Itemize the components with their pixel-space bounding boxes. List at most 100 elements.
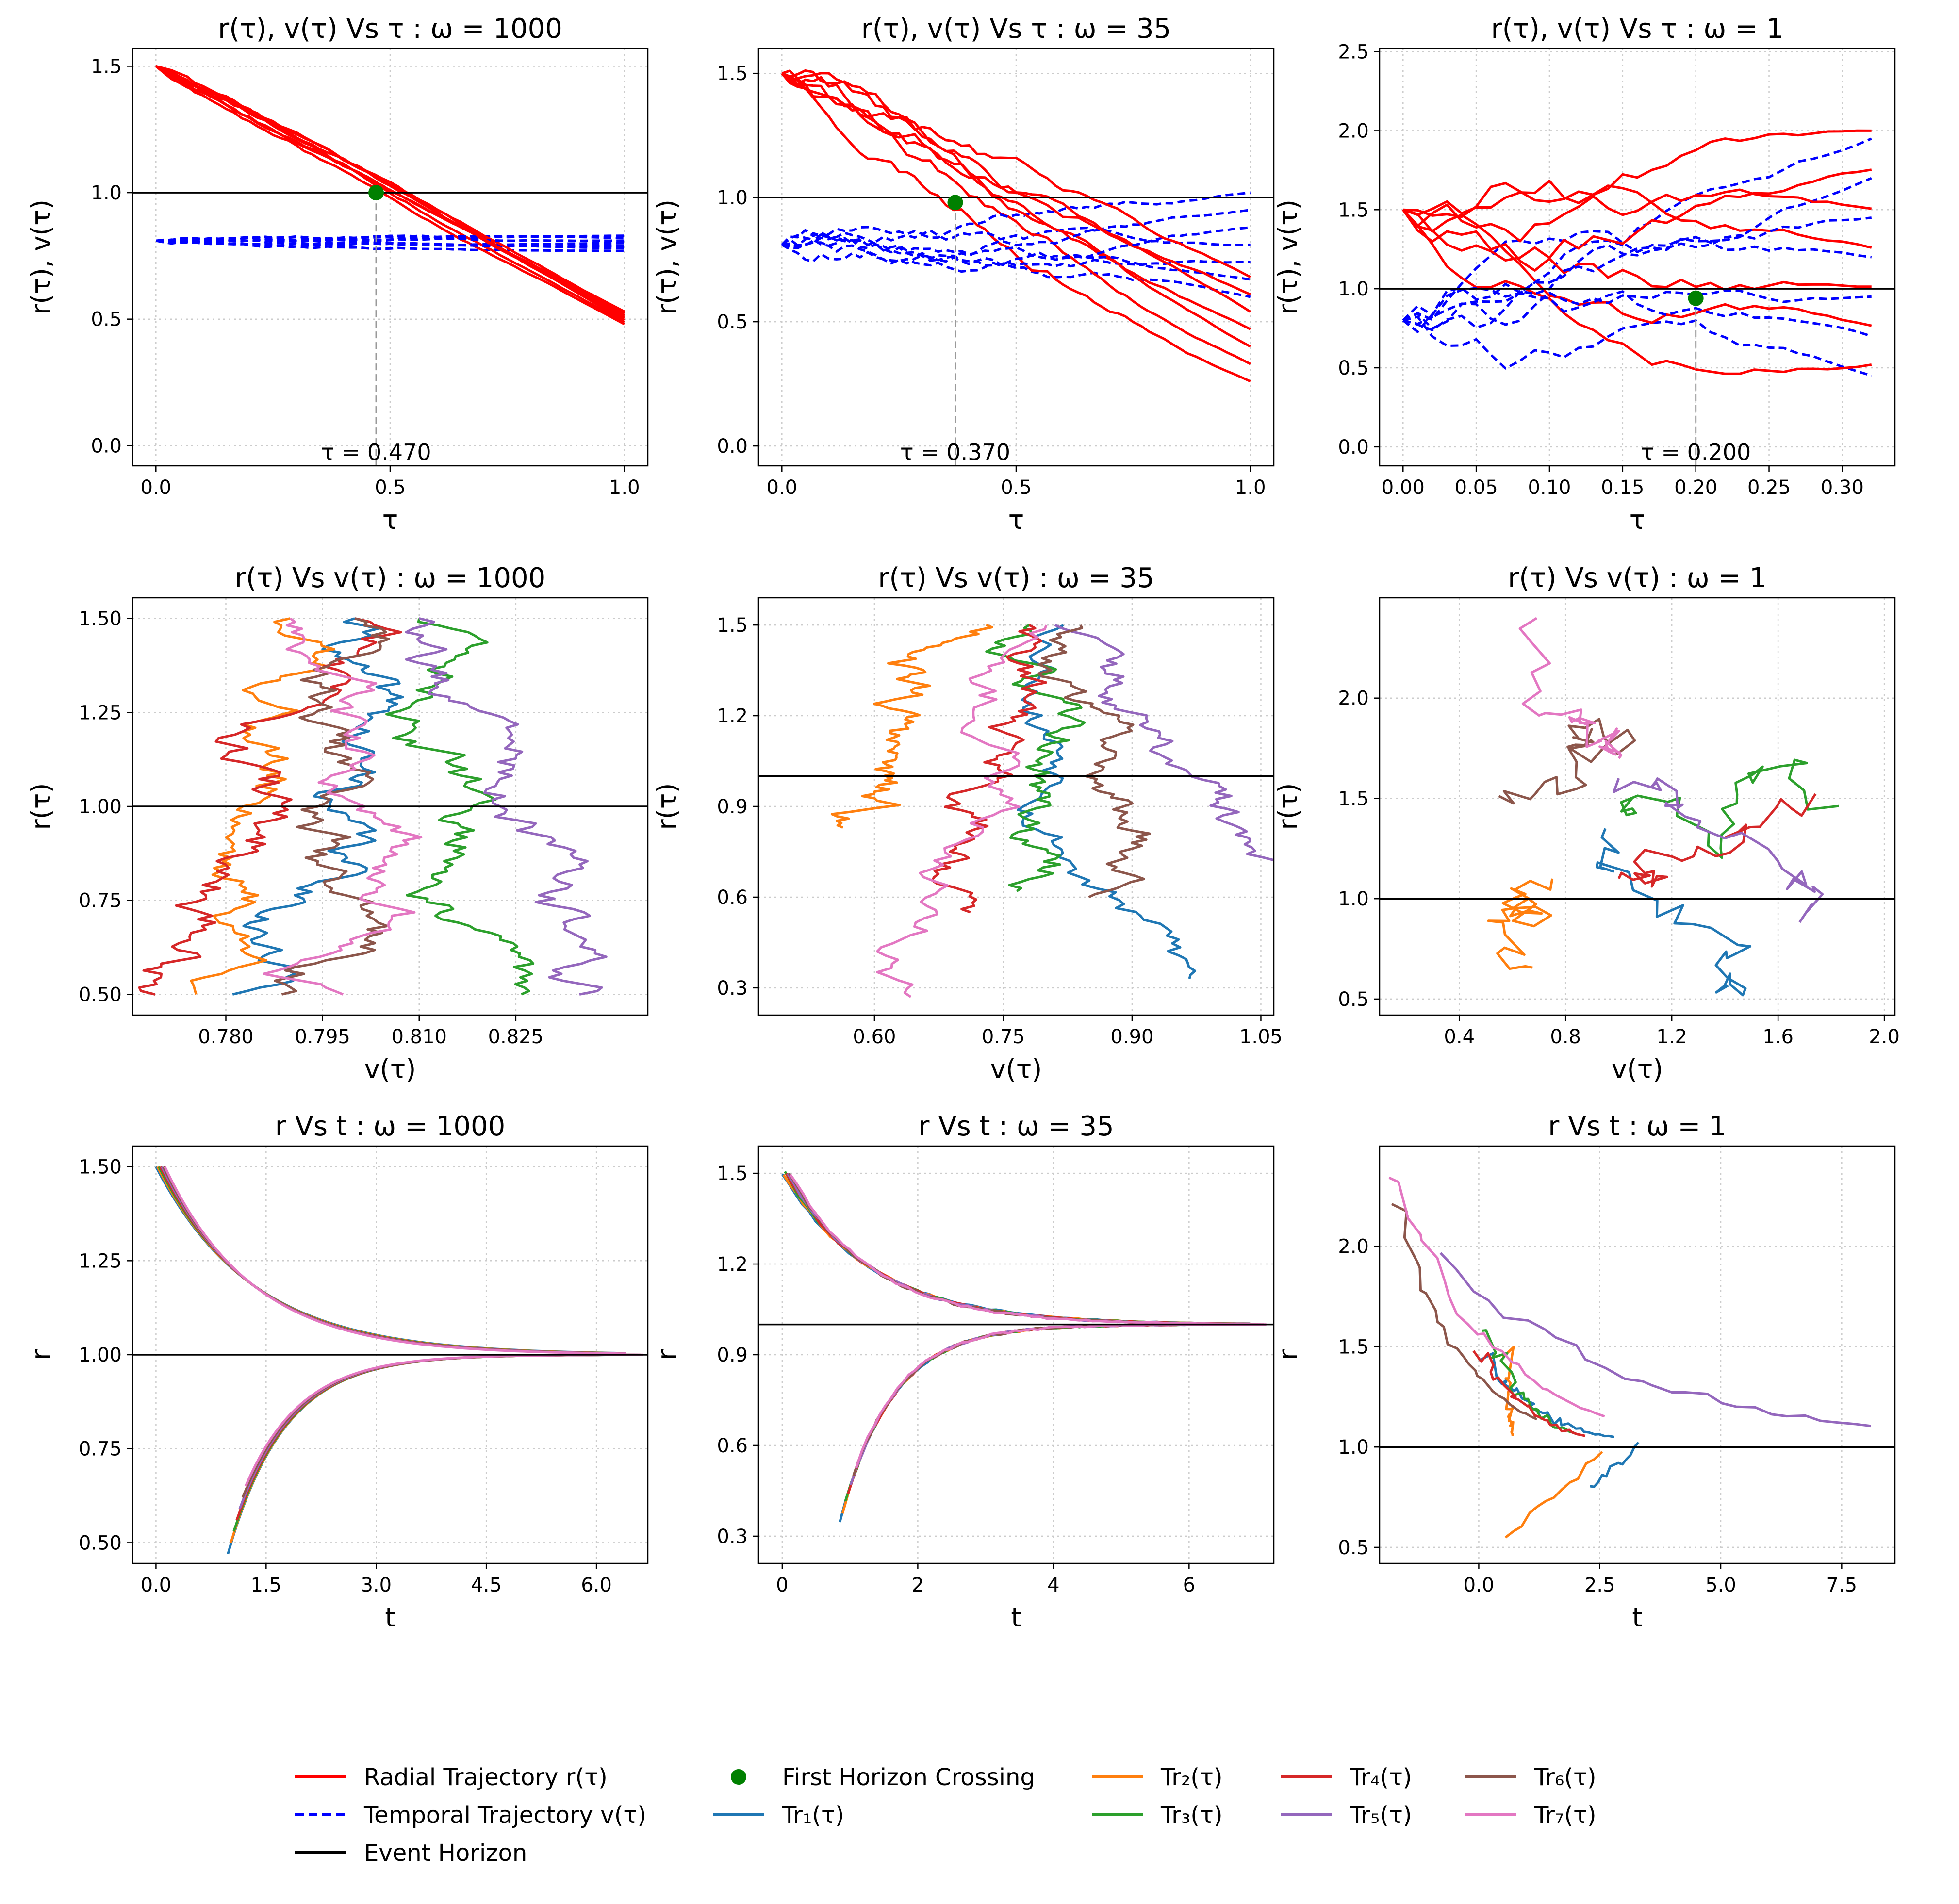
subplot-title: r Vs t : ω = 1 (1548, 1111, 1727, 1142)
legend-label: Tr₇(τ) (1534, 1802, 1597, 1829)
y-tick-label: 0.5 (717, 311, 748, 333)
legend-item: Tr₂(τ) (1092, 1764, 1223, 1791)
x-tick-label: 0 (776, 1574, 788, 1596)
x-tick-label: 0.25 (1747, 476, 1791, 499)
legend-label: First Horizon Crossing (782, 1764, 1035, 1791)
legend-item: Tr₇(τ) (1465, 1802, 1597, 1829)
plot-area (1402, 129, 1872, 377)
trajectory-lower-2 (1504, 1451, 1603, 1539)
x-tick-label: 0.10 (1528, 476, 1571, 499)
plot-frame (1379, 48, 1896, 467)
trajectory-lower-5 (238, 1353, 638, 1510)
y-tick-label: 1.25 (79, 702, 122, 724)
y-tick-label: 1.00 (79, 1344, 122, 1366)
y-tick-label: 0.3 (717, 977, 748, 1000)
y-tick-label: 1.2 (717, 1253, 748, 1276)
subplot-p5: 0.60 0.75 0.90 1.05 0.3 0.6 0.9 1.2 1.5 r(τ) Vs v… (652, 562, 1283, 1084)
x-tick-label: 1.05 (1239, 1026, 1283, 1048)
x-axis-label: t (1011, 1602, 1021, 1633)
y-tick-label: 2.5 (1338, 41, 1369, 64)
x-tick-label: 7.5 (1826, 1574, 1857, 1596)
x-tick-label: 0.60 (853, 1026, 896, 1048)
y-axis-label: r(τ), v(τ) (652, 199, 682, 315)
trajectory-5 (1054, 624, 1274, 862)
trajectory-lower-4 (235, 1353, 635, 1521)
y-tick-label: 1.0 (717, 187, 748, 209)
y-tick-label: 0.75 (79, 1438, 122, 1461)
y-tick-label: 0.9 (717, 1344, 748, 1366)
trajectory-upper-2 (156, 1166, 626, 1355)
subplot-title: r Vs t : ω = 35 (918, 1111, 1114, 1142)
temporal-trajectory-7 (781, 226, 1251, 273)
legend-item: Tr₃(τ) (1092, 1802, 1223, 1829)
x-tick-label: 0.5 (1001, 476, 1032, 499)
x-tick-label: 0.795 (295, 1026, 350, 1048)
x-tick-label: 1.0 (1235, 476, 1266, 499)
y-axis-label: r(τ) (652, 783, 682, 830)
subplot-title: r(τ), v(τ) Vs τ : ω = 35 (861, 13, 1171, 45)
trajectory-upper-5 (786, 1173, 1251, 1325)
radial-trajectory-3 (781, 69, 1251, 348)
radial-trajectory-3 (1402, 209, 1872, 291)
x-tick-label: 0.825 (488, 1026, 544, 1048)
radial-trajectory-7 (155, 65, 625, 313)
legend-item: First Horizon Crossing (731, 1764, 1035, 1791)
trajectory-lower-2 (230, 1353, 629, 1543)
y-axis-label: r(τ) (1273, 783, 1303, 830)
trajectory-upper-4 (159, 1166, 626, 1355)
temporal-trajectory-1 (1402, 315, 1872, 377)
trajectory-7 (1388, 1176, 1605, 1418)
plot-area (155, 65, 625, 326)
crossing-annotation: τ = 0.370 (900, 439, 1010, 465)
y-tick-label: 0.50 (79, 984, 122, 1006)
legend-item: Tr₅(τ) (1281, 1802, 1412, 1829)
subplot-title: r(τ) Vs v(τ) : ω = 35 (878, 562, 1154, 594)
trajectory-6 (1498, 718, 1636, 805)
crossing-annotation: τ = 0.200 (1641, 439, 1751, 465)
legend-item: Tr₆(τ) (1465, 1764, 1597, 1791)
legend-label: Tr₂(τ) (1160, 1764, 1223, 1791)
y-tick-label: 0.5 (1338, 357, 1369, 379)
plot-frame (132, 1145, 649, 1564)
trajectory-upper-3 (784, 1171, 1251, 1325)
y-tick-label: 1.2 (717, 705, 748, 727)
trajectory-lower-1 (1590, 1442, 1640, 1488)
y-tick-label: 0.0 (717, 435, 748, 458)
y-axis-label: r(τ), v(τ) (26, 199, 56, 315)
x-tick-label: 0.20 (1674, 476, 1717, 499)
trajectory-2 (830, 624, 993, 829)
radial-trajectory-6 (781, 72, 1251, 296)
y-tick-label: 0.0 (91, 435, 122, 457)
subplot-title: r(τ), v(τ) Vs τ : ω = 1000 (218, 13, 562, 45)
plot-frame (757, 48, 1275, 467)
trajectory-upper-3 (158, 1166, 626, 1355)
x-axis-label: t (385, 1602, 395, 1633)
x-tick-label: 2.5 (1584, 1574, 1615, 1596)
y-tick-label: 1.5 (717, 63, 748, 85)
x-tick-label: 0.15 (1601, 476, 1644, 499)
subplot-p3: 0.00 0.05 0.10 0.15 0.20 0.25 0.30 0.0 0.5 1.0 1.5… (1273, 13, 1896, 535)
y-tick-label: 1.5 (717, 614, 748, 637)
subplot-p1: 0.0 0.5 1.0 0.0 0.5 1.0 1.5 τ = 0.470 r(τ), v(τ)… (26, 13, 649, 535)
legend-label: Event Horizon (364, 1839, 527, 1867)
y-axis-label: r(τ), v(τ) (1273, 199, 1303, 315)
y-tick-label: 1.50 (79, 608, 122, 630)
trajectory-lower-6 (852, 1323, 1264, 1477)
y-tick-label: 1.5 (1338, 1336, 1369, 1358)
x-axis-label: τ (1008, 505, 1024, 535)
subplot-title: r(τ) Vs v(τ) : ω = 1000 (235, 562, 545, 594)
temporal-trajectory-6 (781, 231, 1251, 281)
x-tick-label: 1.6 (1762, 1026, 1794, 1048)
legend-label: Tr₃(τ) (1160, 1802, 1223, 1829)
plot-area (830, 624, 1274, 998)
y-tick-label: 0.75 (79, 890, 122, 912)
x-tick-label: 0.05 (1455, 476, 1498, 499)
x-tick-label: 3.0 (361, 1574, 392, 1596)
y-tick-label: 0.6 (717, 886, 748, 909)
y-tick-label: 1.5 (1338, 199, 1369, 221)
x-tick-label: 0.0 (141, 1574, 172, 1596)
x-tick-label: 4 (1047, 1574, 1059, 1596)
legend-item: Tr₁(τ) (713, 1802, 844, 1829)
temporal-trajectory-1 (781, 235, 1251, 298)
trajectory-4 (1617, 793, 1817, 888)
